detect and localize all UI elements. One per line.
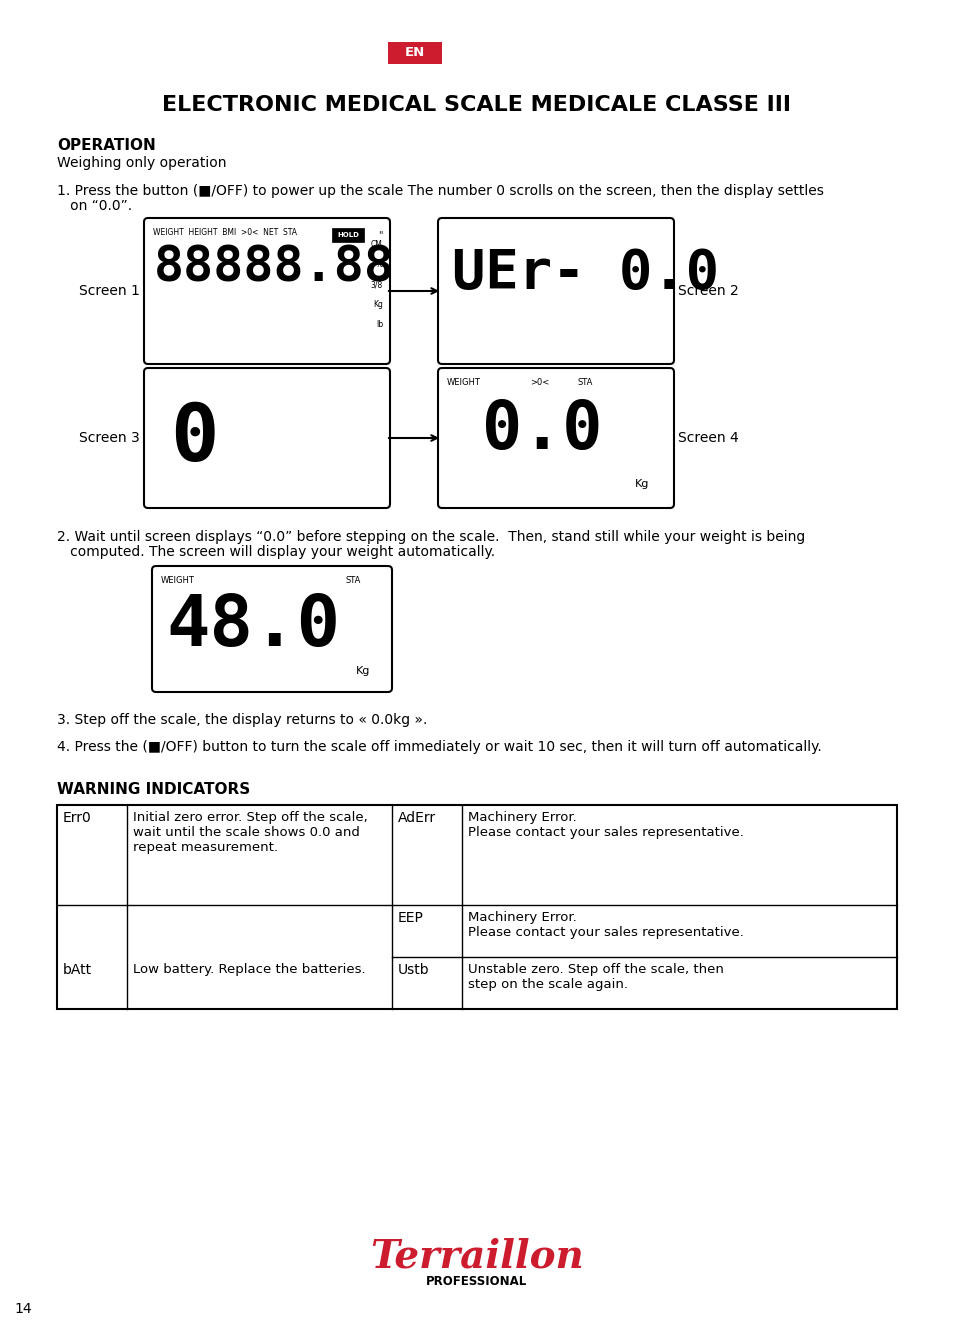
Text: 4. Press the (■/OFF) button to turn the scale off immediately or wait 10 sec, th: 4. Press the (■/OFF) button to turn the … [57,740,821,754]
Text: 88888.88: 88888.88 [153,244,395,293]
Text: WEIGHT  HEIGHT  BMI  >0<  NET  STA: WEIGHT HEIGHT BMI >0< NET STA [152,228,296,236]
Text: EN: EN [404,47,425,60]
Text: Kg: Kg [373,301,382,309]
Text: 14: 14 [14,1303,31,1316]
Text: 3/8: 3/8 [371,281,382,289]
Text: CM: CM [371,240,382,248]
Text: 1. Press the button (■/OFF) to power up the scale The number 0 scrolls on the sc: 1. Press the button (■/OFF) to power up … [57,184,823,198]
Text: 0.0: 0.0 [481,397,601,464]
Text: Kg: Kg [635,480,649,489]
Text: >0<: >0< [530,378,549,387]
Text: WEIGHT: WEIGHT [447,378,480,387]
Text: Screen 2: Screen 2 [678,285,738,298]
Text: ": " [378,230,382,240]
Text: on “0.0”.: on “0.0”. [57,199,132,212]
Text: STA: STA [346,576,361,585]
Text: Initial zero error. Step off the scale,
wait until the scale shows 0.0 and
repea: Initial zero error. Step off the scale, … [132,811,367,854]
Text: OPERATION: OPERATION [57,138,155,154]
Text: UEr- 0.0: UEr- 0.0 [452,247,719,301]
FancyBboxPatch shape [144,218,390,363]
Text: computed. The screen will display your weight automatically.: computed. The screen will display your w… [57,545,495,558]
Text: HOLD: HOLD [336,232,358,238]
Text: Unstable zero. Step off the scale, then
step on the scale again.: Unstable zero. Step off the scale, then … [468,963,723,991]
Text: AdErr: AdErr [397,811,436,826]
Text: 3. Step off the scale, the display returns to « 0.0kg ».: 3. Step off the scale, the display retur… [57,713,427,727]
Text: EEP: EEP [397,911,423,925]
Bar [332,228,364,242]
Text: 2. Wait until screen displays “0.0” before stepping on the scale.  Then, stand s: 2. Wait until screen displays “0.0” befo… [57,530,804,544]
Text: STA: STA [578,378,593,387]
Text: PROFESSIONAL: PROFESSIONAL [426,1275,527,1288]
FancyBboxPatch shape [152,566,392,692]
FancyBboxPatch shape [437,367,673,508]
Text: 0: 0 [170,399,218,478]
Text: Weighing only operation: Weighing only operation [57,156,226,170]
Text: %: % [375,261,382,269]
Bar [57,806,896,1009]
Text: Screen 3: Screen 3 [79,432,140,445]
Text: Ustb: Ustb [397,963,429,977]
Text: ELECTRONIC MEDICAL SCALE MEDICALE CLASSE III: ELECTRONIC MEDICAL SCALE MEDICALE CLASSE… [162,95,791,115]
Text: WEIGHT: WEIGHT [161,576,194,585]
Text: Machinery Error.
Please contact your sales representative.: Machinery Error. Please contact your sal… [468,911,743,939]
FancyBboxPatch shape [144,367,390,508]
Text: bAtt: bAtt [63,963,92,977]
Text: Terraillon: Terraillon [370,1238,583,1276]
Text: lb: lb [375,321,382,329]
Bar [388,41,441,64]
Text: Screen 1: Screen 1 [79,285,140,298]
Text: WARNING INDICATORS: WARNING INDICATORS [57,782,250,798]
Text: Kg: Kg [355,667,370,676]
Text: Machinery Error.
Please contact your sales representative.: Machinery Error. Please contact your sal… [468,811,743,839]
Text: Err0: Err0 [63,811,91,826]
Text: 48.0: 48.0 [166,592,339,661]
Text: Low battery. Replace the batteries.: Low battery. Replace the batteries. [132,963,365,977]
FancyBboxPatch shape [437,218,673,363]
Text: Screen 4: Screen 4 [678,432,738,445]
